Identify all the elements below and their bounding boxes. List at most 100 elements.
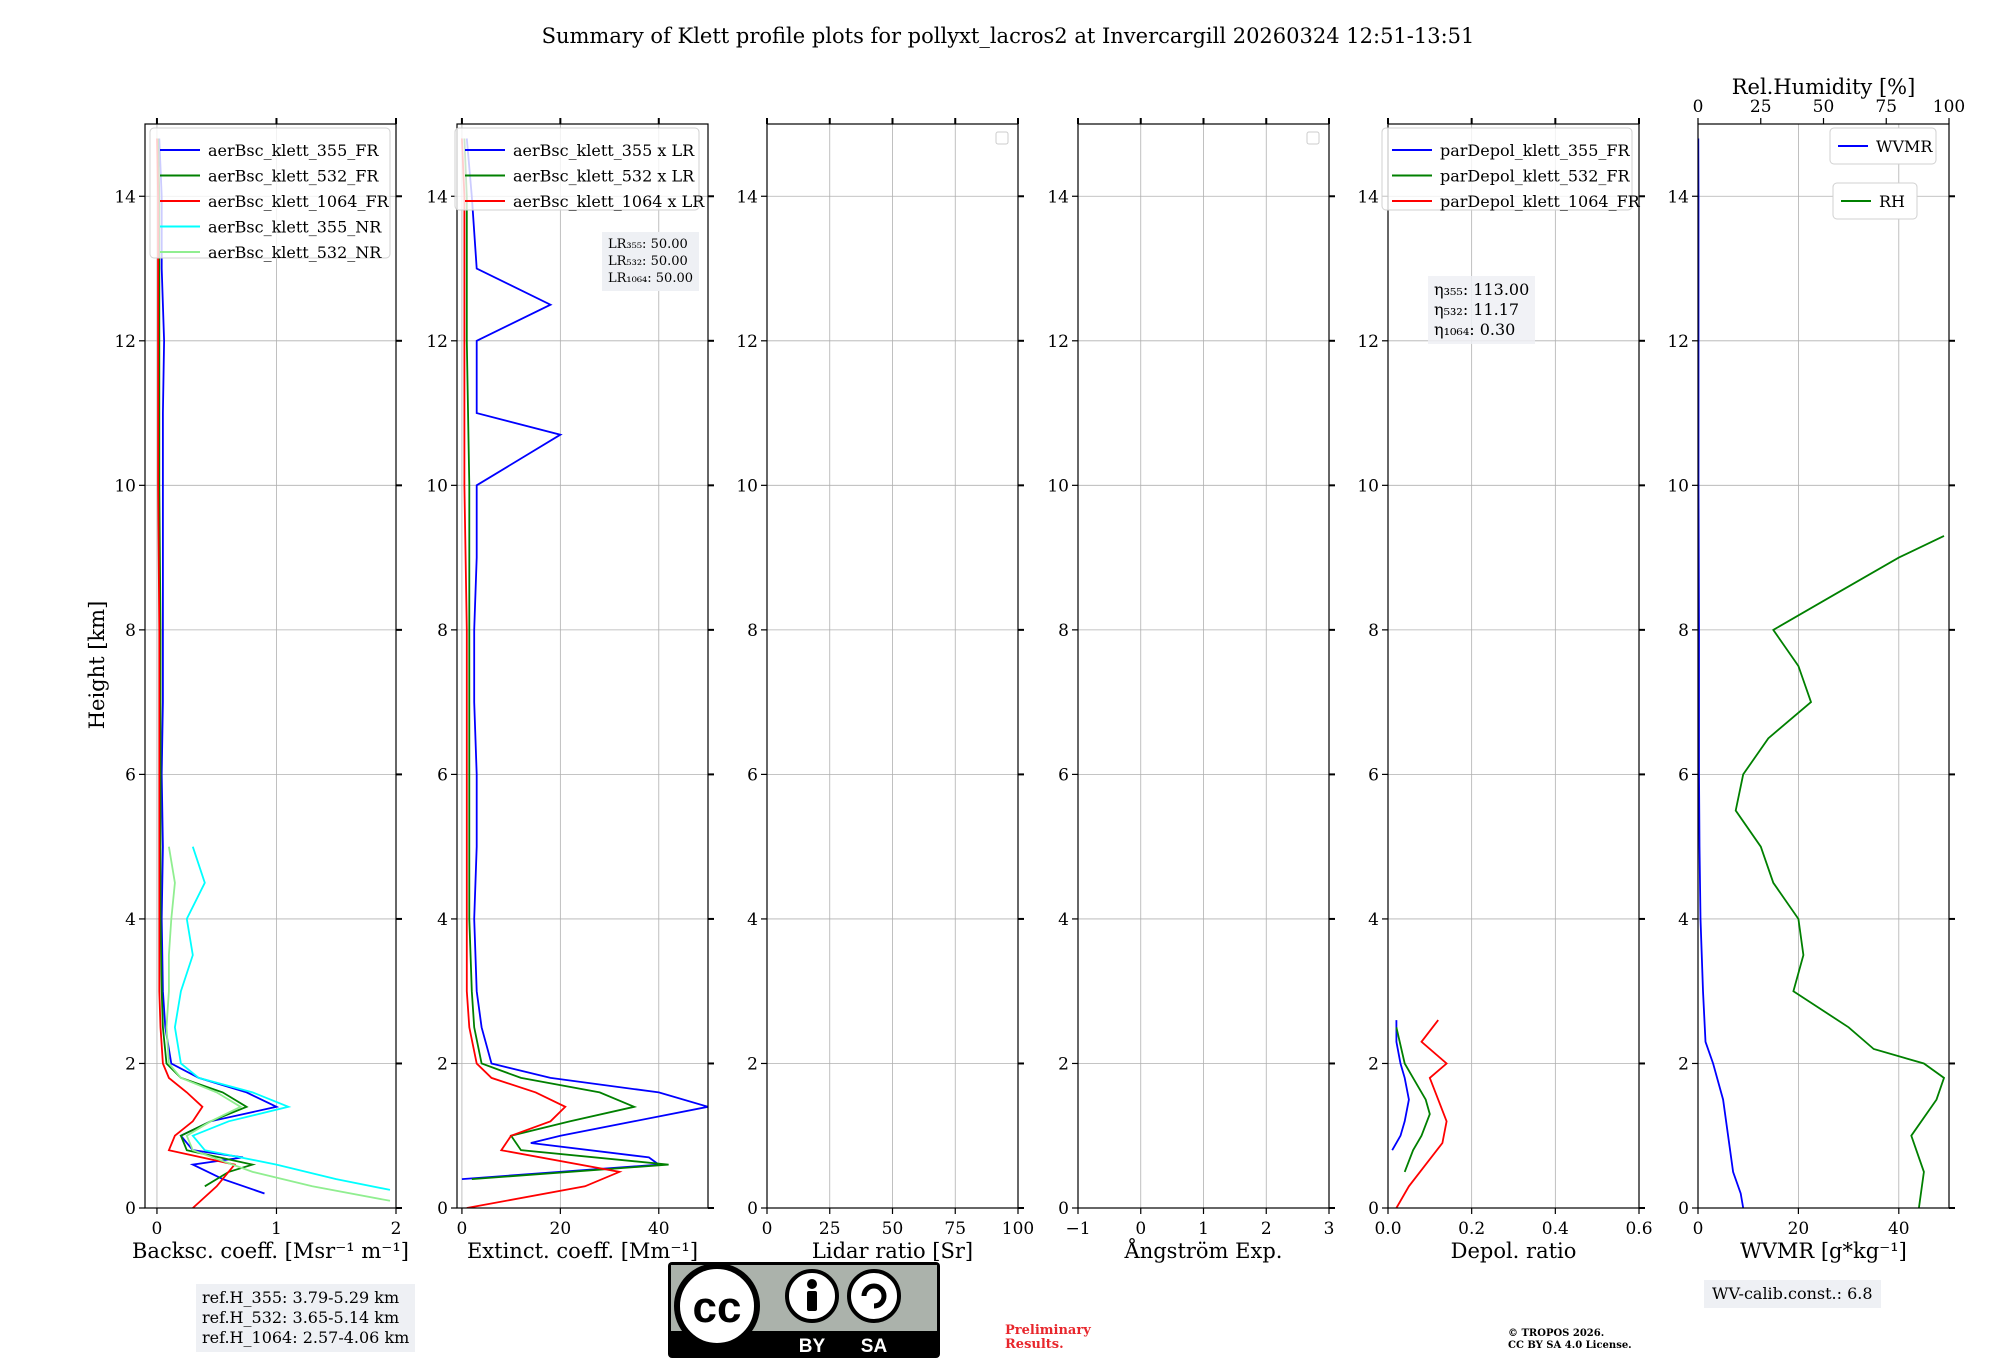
- axes-frame: [1697, 123, 1950, 1209]
- legend-label: aerBsc_klett_355 x LR: [513, 141, 695, 160]
- preliminary-line2: Results.: [1005, 1337, 1064, 1352]
- by-text: BY: [799, 1336, 826, 1357]
- x-tick-label: 0: [1135, 1219, 1146, 1239]
- legend-extinction: aerBsc_klett_355 x LR aerBsc_klett_532 x …: [454, 127, 705, 211]
- x-axis-label-depol: Depol. ratio: [1451, 1239, 1577, 1263]
- x-axis-label-backscatter: Backsc. coeff. [Msr⁻¹ m⁻¹]: [132, 1239, 409, 1263]
- x-tick-label: 3: [1324, 1219, 1335, 1239]
- y-tick-label: 4: [1678, 910, 1689, 930]
- y-tick-label: 12: [736, 332, 758, 352]
- x-tick-label: 0.6: [1625, 1219, 1652, 1239]
- y-tick-label: 2: [437, 1054, 448, 1074]
- top-x-axis-label: Rel.Humidity [%]: [1732, 75, 1916, 99]
- series-line-parDepol_klett_532_FR: [1395, 1027, 1431, 1173]
- y-tick-label: 14: [1047, 187, 1069, 207]
- y-tick-label: 14: [426, 187, 448, 207]
- y-tick-label: 2: [1058, 1054, 1069, 1074]
- y-tick-label: 12: [1047, 332, 1069, 352]
- y-tick-label: 4: [1058, 910, 1069, 930]
- eta1064-text: η₁₀₆₄: 0.30: [1434, 320, 1516, 339]
- x-tick-label: 40: [648, 1219, 670, 1239]
- legend-label: aerBsc_klett_355_FR: [208, 141, 379, 160]
- y-tick-label: 8: [1678, 621, 1689, 641]
- figure-title: Summary of Klett profile plots for polly…: [542, 24, 1475, 48]
- y-tick-label: 10: [1667, 476, 1689, 496]
- y-tick-label: 12: [114, 332, 136, 352]
- y-tick-label: 0: [1678, 1199, 1689, 1219]
- y-tick-label: 4: [747, 910, 758, 930]
- y-tick-label: 8: [437, 621, 448, 641]
- y-tick-label: 14: [1667, 187, 1689, 207]
- legend-label: aerBsc_klett_355_NR: [208, 218, 382, 237]
- legend-frame: [1381, 127, 1633, 211]
- x-tick-label: 1: [1198, 1219, 1209, 1239]
- preliminary-note: Preliminary Results.: [1005, 1324, 1091, 1352]
- y-tick-label: 2: [125, 1054, 136, 1074]
- lr355-text: LR₃₅₅: 50.00: [608, 237, 688, 252]
- legend-label: aerBsc_klett_532_NR: [208, 243, 382, 262]
- legend-frame: [1832, 182, 1918, 220]
- y-tick-label: 0: [125, 1199, 136, 1219]
- legend-wvmr-WVMR: WVMR: [1829, 127, 1937, 165]
- y-tick-label: 14: [736, 187, 758, 207]
- x-axis-label-wvmr: WVMR [g*kg⁻¹]: [1740, 1239, 1907, 1263]
- y-tick-label: 6: [1678, 765, 1689, 785]
- cc-text: cc: [693, 1283, 742, 1332]
- legend-wvmr-RH: RH: [1832, 182, 1918, 220]
- y-tick-label: 12: [426, 332, 448, 352]
- x-tick-label: 40: [1888, 1219, 1910, 1239]
- copyright-line1: © TROPOS 2026.: [1508, 1328, 1605, 1339]
- y-tick-label: 10: [114, 476, 136, 496]
- cc-circle-icon: [674, 1263, 760, 1349]
- y-tick-label: 0: [1058, 1199, 1069, 1219]
- lr1064-text: LR₁₀₆₄: 50.00: [608, 271, 693, 286]
- legend-label: aerBsc_klett_1064_FR: [208, 192, 390, 211]
- legend-label: aerBsc_klett_532 x LR: [513, 167, 695, 186]
- wv-calib-box: WV-calib.const.: 6.8: [1704, 1280, 1881, 1308]
- eta532-text: η₅₃₂: 11.17: [1434, 300, 1520, 319]
- lr532-text: LR₅₃₂: 50.00: [608, 254, 688, 269]
- y-tick-label: 0: [437, 1199, 448, 1219]
- x-tick-label: −1: [1065, 1219, 1090, 1239]
- legends: aerBsc_klett_355_FRaerBsc_klett_532_FRae…: [149, 127, 1937, 262]
- y-tick-label: 2: [1678, 1054, 1689, 1074]
- x-tick-label: 75: [944, 1219, 966, 1239]
- x-tick-label: 0: [762, 1219, 773, 1239]
- legend-depol: parDepol_klett_355_FR parDepol_klett_532_…: [1381, 127, 1641, 211]
- legend-frame: [149, 127, 391, 259]
- y-tick-label: 10: [1357, 476, 1379, 496]
- axes-frame: [144, 123, 397, 1209]
- x-tick-label: 2: [391, 1219, 402, 1239]
- series-line-aerBsc_klett_355_NR: [173, 846, 391, 1191]
- axes-frame: [456, 123, 709, 1209]
- y-tick-label: 12: [1357, 332, 1379, 352]
- wv-calib-text: WV-calib.const.: 6.8: [1712, 1284, 1873, 1303]
- copyright-note: © TROPOS 2026. CC BY SA 4.0 License.: [1508, 1328, 1632, 1352]
- y-tick-label: 8: [125, 621, 136, 641]
- series-line-aerBsc_klett_355 x LR: [461, 138, 708, 1180]
- x-tick-label: 0.2: [1458, 1219, 1485, 1239]
- y-tick-label: 8: [747, 621, 758, 641]
- ref-h355-text: ref.H_355: 3.79-5.29 km: [202, 1288, 400, 1307]
- y-tick-label: 0: [1368, 1199, 1379, 1219]
- series-line-parDepol_klett_355_FR: [1391, 1020, 1410, 1151]
- legend-label: aerBsc_klett_1064 x LR: [513, 192, 705, 211]
- sa-text: SA: [861, 1336, 888, 1357]
- empty-legend-marker: [995, 131, 1009, 145]
- x-tick-label: 100: [1002, 1219, 1034, 1239]
- x-tick-label: 20: [550, 1219, 572, 1239]
- series-line-aerBsc_klett_1064_FR: [156, 138, 237, 1208]
- legend-frame: [454, 127, 700, 211]
- top-x-tick-label: 0: [1693, 97, 1704, 117]
- preliminary-line1: Preliminary: [1005, 1323, 1091, 1338]
- x-axis-label-lidar-ratio: Lidar ratio [Sr]: [812, 1239, 973, 1263]
- y-tick-label: 6: [1368, 765, 1379, 785]
- y-tick-label: 2: [1368, 1054, 1379, 1074]
- y-axis-label: Height [km]: [85, 601, 109, 730]
- x-tick-label: 50: [882, 1219, 904, 1239]
- attribution-head: [807, 1279, 817, 1289]
